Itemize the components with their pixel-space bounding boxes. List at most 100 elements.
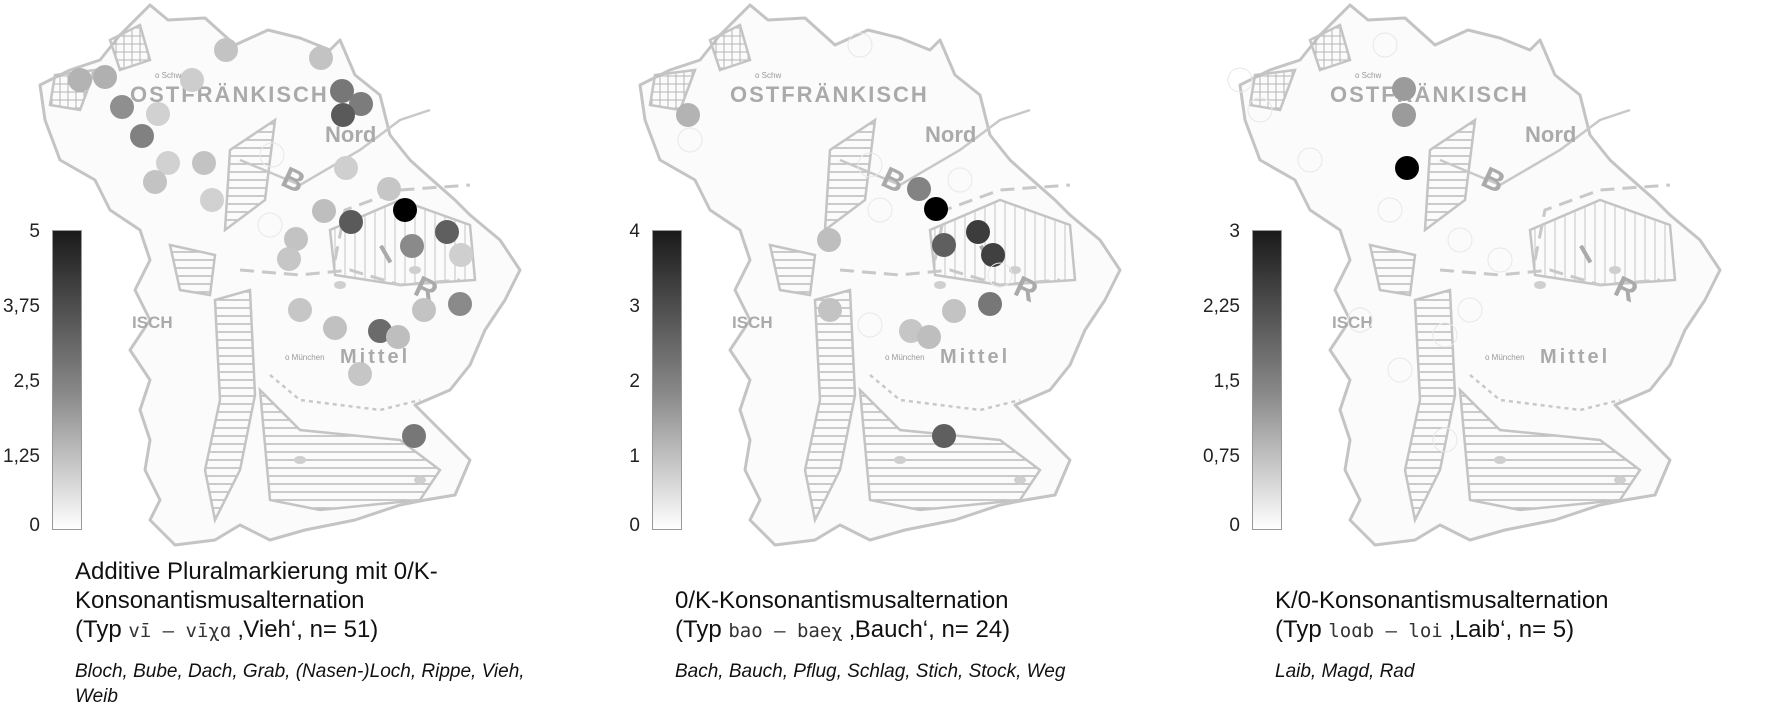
location-dot	[68, 68, 92, 92]
location-dot	[192, 151, 216, 175]
location-dot	[331, 103, 355, 127]
legend-tick: 1	[629, 446, 640, 467]
legend-tick: 3,75	[3, 296, 40, 317]
region-label-ostfraenkisch: OSTFRÄNKISCH	[130, 82, 329, 107]
type-suffix: ‚Vieh‘, n= 51)	[231, 616, 379, 643]
location-dot	[932, 233, 956, 257]
location-dot	[330, 79, 354, 103]
location-dot	[1247, 97, 1273, 123]
location-dot	[981, 243, 1005, 267]
legend-3: 3 2,25 1,5 0,75 0	[1200, 221, 1290, 536]
location-dot	[200, 188, 224, 212]
map-caption: K/0-Konsonantismusalternation (Typ loɑb …	[1275, 586, 1755, 646]
location-dot	[156, 151, 180, 175]
legend-tick: 2,5	[13, 371, 40, 392]
caption-title-line: Konsonantismusalternation	[75, 587, 365, 614]
map-caption: Additive Pluralmarkierung mit 0/K- Konso…	[75, 557, 555, 646]
location-dot	[932, 424, 956, 448]
lexeme-list: Bach, Bauch, Pflug, Schlag, Stich, Stock…	[675, 661, 1066, 682]
caption-title-line: K/0-Konsonantismusalternation	[1275, 587, 1609, 614]
location-dot	[1392, 77, 1416, 101]
location-dot	[309, 46, 333, 70]
legend-tick: 0,75	[1203, 446, 1240, 467]
region-label-ostfraenkisch: OSTFRÄNKISCH	[1330, 82, 1529, 107]
location-dot	[349, 92, 373, 116]
location-dot	[393, 198, 417, 222]
legend-tick: 5	[29, 221, 40, 242]
location-dot	[907, 177, 931, 201]
location-dot	[942, 299, 966, 323]
type-ipa: vī – vīχɑ	[128, 620, 232, 642]
frequency-dots	[68, 38, 473, 448]
location-dot	[1377, 197, 1403, 223]
location-dot	[857, 152, 883, 178]
type-prefix: (Typ	[1275, 616, 1329, 643]
caption-type-line: (Typ bao – baeχ ‚Bauch‘, n= 24)	[675, 615, 1155, 646]
location-dot	[1447, 227, 1473, 253]
region-label-isch: ISCH	[732, 313, 773, 332]
location-dot	[334, 156, 358, 180]
type-prefix: (Typ	[75, 616, 129, 643]
region-label-isch: ISCH	[132, 313, 173, 332]
location-dot	[1457, 297, 1483, 323]
location-dot	[448, 292, 472, 316]
city-label-schweinfurt: o Schw	[155, 71, 181, 80]
location-dot	[312, 199, 336, 223]
location-dot	[284, 227, 308, 251]
location-dot	[1372, 32, 1398, 58]
location-dot	[323, 316, 347, 340]
location-dot	[867, 197, 893, 223]
legend-tick: 3	[629, 296, 640, 317]
legend-tick: 3	[1229, 221, 1240, 242]
legend-tick: 2,25	[1203, 296, 1240, 317]
location-dot	[400, 234, 424, 258]
map-caption: 0/K-Konsonantismusalternation (Typ bao –…	[675, 586, 1155, 646]
location-dot	[1227, 67, 1253, 93]
location-dot	[1392, 103, 1416, 127]
region-label-nord: Nord	[325, 122, 376, 147]
base-map-geography	[1238, 3, 1722, 547]
type-suffix: ‚Laib‘, n= 5)	[1442, 616, 1575, 643]
location-dot	[818, 298, 842, 322]
type-ipa: loɑb – loi	[1328, 620, 1443, 642]
region-label-isch: ISCH	[1332, 313, 1373, 332]
city-label-muenchen: o München	[285, 353, 325, 362]
location-dot	[180, 68, 204, 92]
location-dot	[339, 210, 363, 234]
lexeme-list: Bloch, Bube, Dach, Grab, (Nasen-)Loch, R…	[75, 661, 525, 707]
location-dot	[917, 325, 941, 349]
legend-tick: 2	[629, 371, 640, 392]
legend-1: 5 3,75 2,5 1,25 0	[0, 221, 90, 536]
caption-type-line: (Typ loɑb – loi ‚Laib‘, n= 5)	[1275, 615, 1755, 646]
location-dot	[288, 298, 312, 322]
location-dot	[978, 292, 1002, 316]
type-prefix: (Typ	[675, 616, 729, 643]
region-label-mittel: Mittel	[940, 346, 1010, 368]
city-label-muenchen: o München	[1485, 353, 1525, 362]
caption-title-line: 0/K-Konsonantismusalternation	[675, 587, 1009, 614]
location-dot	[1347, 307, 1373, 333]
location-dot	[93, 65, 117, 89]
legend-tick: 0	[29, 515, 40, 536]
city-label-muenchen: o München	[885, 353, 925, 362]
legend-tick: 0	[1229, 515, 1240, 536]
location-dot	[259, 142, 285, 168]
location-dot	[449, 243, 473, 267]
base-map-geography	[638, 3, 1122, 547]
location-dot	[966, 220, 990, 244]
region-label-nord: Nord	[1525, 122, 1576, 147]
legend-gradient-bar	[52, 230, 82, 530]
type-suffix: ‚Bauch‘, n= 24)	[842, 616, 1011, 643]
location-dot	[817, 228, 841, 252]
region-label-mittel: Mittel	[340, 346, 410, 368]
caption-title-line: Additive Pluralmarkierung mit 0/K-	[75, 558, 438, 585]
region-label-mittel: Mittel	[1540, 346, 1610, 368]
location-dot	[857, 312, 883, 338]
location-dot	[412, 298, 436, 322]
location-dot	[947, 167, 973, 193]
legend-tick: 0	[629, 515, 640, 536]
region-label-ostfraenkisch: OSTFRÄNKISCH	[730, 82, 929, 107]
